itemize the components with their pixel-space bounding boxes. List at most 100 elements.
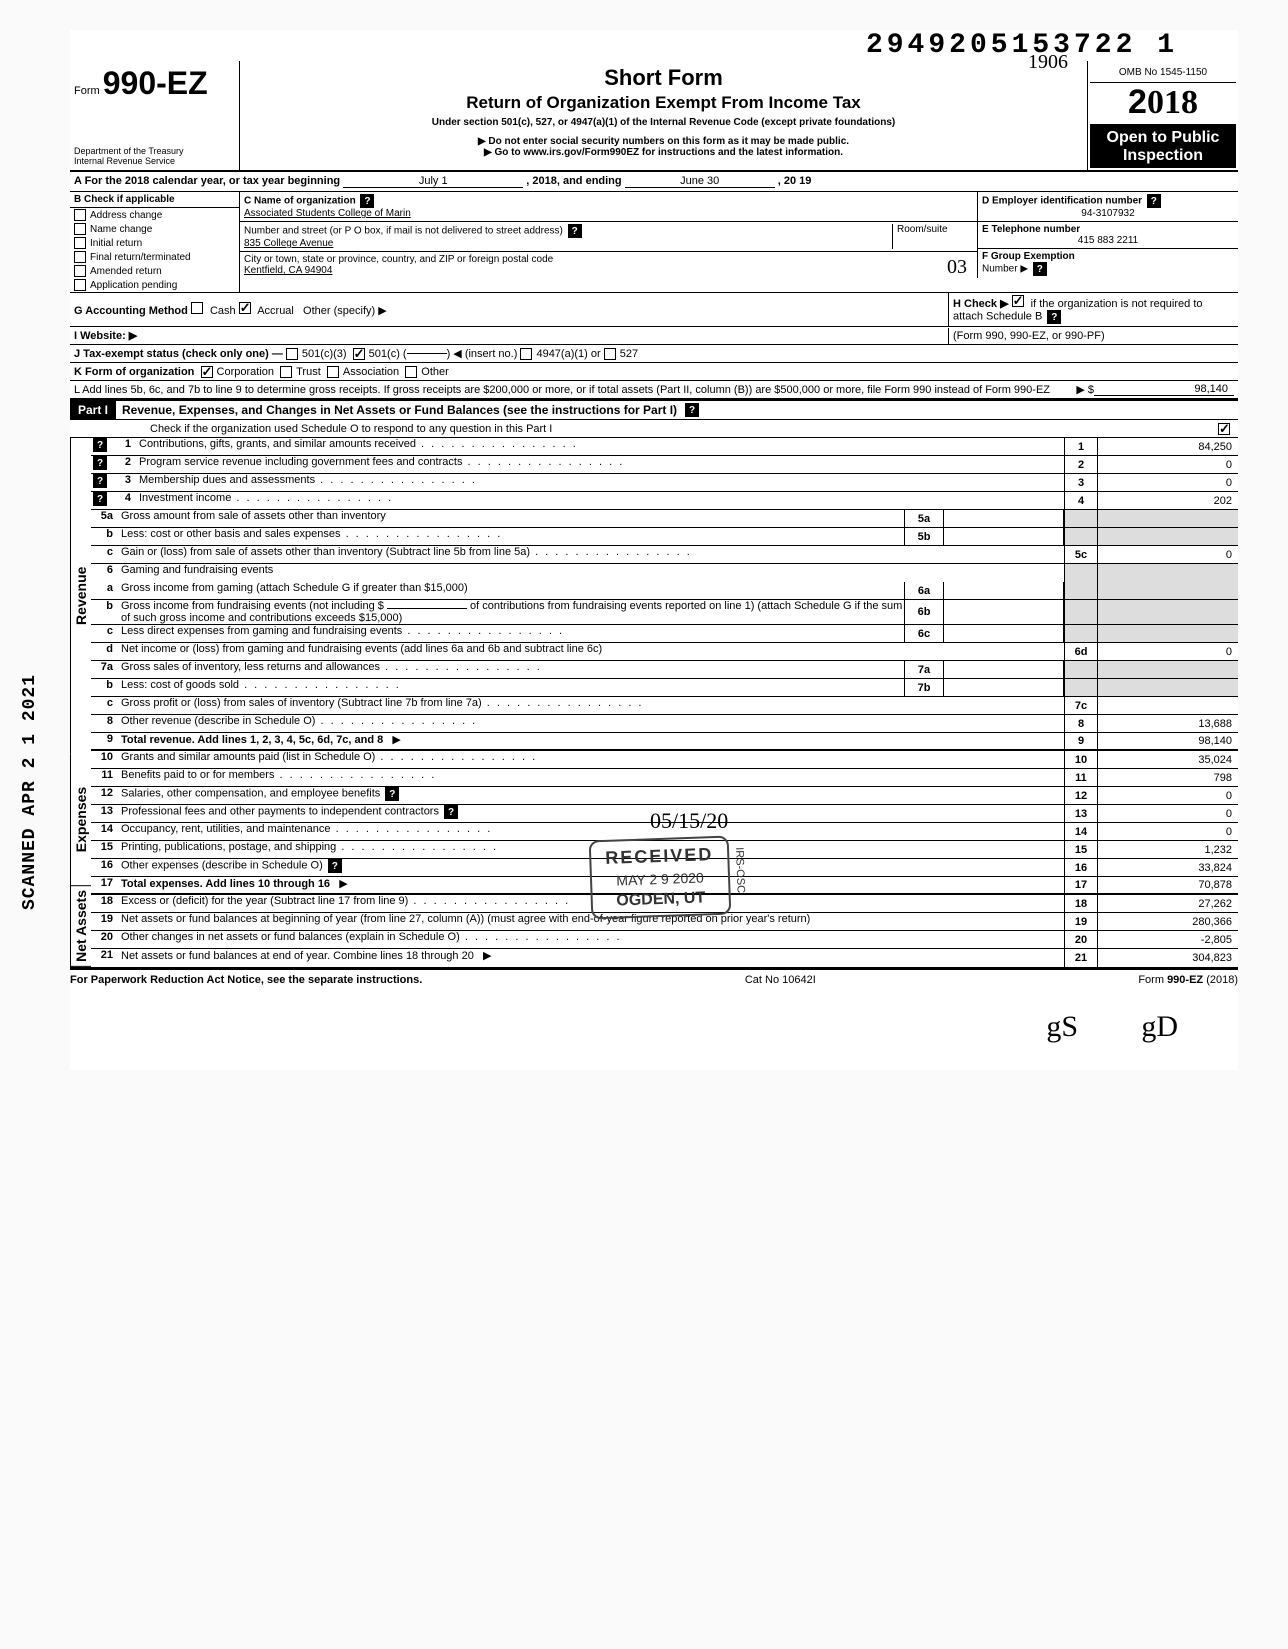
help-icon[interactable]: ?: [93, 438, 107, 452]
ln15v: 1,232: [1098, 841, 1238, 858]
h-text3: (Form 990, 990-EZ, or 990-PF): [948, 328, 1238, 344]
ln6: Gaming and fundraising events: [119, 564, 1064, 582]
chk-4947[interactable]: [520, 348, 532, 360]
scanned-stamp: SCANNED APR 2 1 2021: [20, 674, 40, 910]
ein: 94-3107932: [982, 208, 1234, 219]
ln7a: Gross sales of inventory, less returns a…: [119, 661, 904, 678]
help-icon[interactable]: ?: [385, 787, 399, 801]
ln9: Total revenue. Add lines 1, 2, 3, 4, 5c,…: [121, 734, 383, 746]
lineA-begin: July 1: [343, 175, 523, 188]
form-number: Form 990-EZ: [74, 65, 235, 102]
part1-label: Part I: [70, 401, 116, 419]
chk-assoc[interactable]: [327, 366, 339, 378]
g-label: G Accounting Method: [74, 305, 188, 317]
ln14v: 0: [1098, 823, 1238, 840]
tax-year: 20201818: [1090, 83, 1236, 125]
ln21v: 304,823: [1098, 949, 1238, 967]
city-label: City or town, state or province, country…: [244, 254, 553, 265]
chk-pending[interactable]: [74, 279, 86, 291]
chk-accrual[interactable]: [239, 302, 251, 314]
ln21-wrap: Net assets or fund balances at end of ye…: [119, 949, 1064, 967]
addr-label: Number and street (or P O box, if mail i…: [244, 226, 563, 237]
chk-501c3[interactable]: [286, 348, 298, 360]
form-prefix: Form: [74, 85, 100, 97]
help-icon[interactable]: ?: [1147, 194, 1161, 208]
chk-address[interactable]: [74, 209, 86, 221]
lbl-accrual: Accrual: [257, 305, 294, 317]
chk-501c[interactable]: [353, 348, 365, 360]
chk-amended[interactable]: [74, 265, 86, 277]
ln11v: 798: [1098, 769, 1238, 786]
line-g-h: G Accounting Method Cash Accrual Other (…: [70, 293, 1238, 327]
help-icon[interactable]: ?: [444, 805, 458, 819]
ln12-wrap: Salaries, other compensation, and employ…: [119, 787, 1064, 804]
part1-header: Part I Revenue, Expenses, and Changes in…: [70, 399, 1238, 420]
ln6d: Net income or (loss) from gaming and fun…: [119, 643, 1064, 660]
ln17: Total expenses. Add lines 10 through 16: [121, 878, 330, 890]
ln6a: Gross income from gaming (attach Schedul…: [119, 582, 904, 599]
j-label: J Tax-exempt status (check only one) —: [74, 348, 283, 360]
open2: Inspection: [1092, 147, 1234, 165]
help-icon[interactable]: ?: [360, 194, 374, 208]
section-bcdef: B Check if applicable Address change Nam…: [70, 192, 1238, 293]
org-name: Associated Students College of Marin: [244, 208, 973, 219]
l-value: 98,140: [1094, 383, 1234, 396]
part1-body: RECEIVED MAY 2 9 2020 OGDEN, UT IRS-OSC …: [70, 438, 1238, 969]
ln13v: 0: [1098, 805, 1238, 822]
ln8: Other revenue (describe in Schedule O): [119, 715, 1064, 732]
help-icon[interactable]: ?: [93, 492, 107, 506]
f-label2: Number ▶: [982, 264, 1028, 275]
ln2v: 0: [1098, 456, 1238, 473]
dept1: Department of the Treasury: [74, 146, 235, 156]
lineA-prefix: A For the 2018 calendar year, or tax yea…: [74, 175, 340, 187]
chk-schedO[interactable]: [1218, 423, 1230, 435]
help-icon[interactable]: ?: [1047, 310, 1061, 324]
c-label: C Name of organization: [244, 196, 356, 207]
city: Kentfield, CA 94904: [244, 265, 973, 276]
help-icon[interactable]: ?: [568, 224, 582, 238]
chk-final[interactable]: [74, 251, 86, 263]
part1-check: Check if the organization used Schedule …: [70, 420, 1238, 438]
chk-corp[interactable]: [201, 366, 213, 378]
chk-other-org[interactable]: [405, 366, 417, 378]
chk-h[interactable]: [1012, 295, 1024, 307]
lbl-amended: Amended return: [90, 266, 162, 277]
ln21: Net assets or fund balances at end of ye…: [121, 950, 474, 962]
lineA-mid: , 2018, and ending: [526, 175, 621, 187]
chk-trust[interactable]: [280, 366, 292, 378]
chk-cash[interactable]: [191, 302, 203, 314]
line-a: A For the 2018 calendar year, or tax yea…: [70, 172, 1238, 192]
handwritten-1906: 1906: [1028, 51, 1068, 74]
ln7cv: [1098, 697, 1238, 714]
label-netassets: Net Assets: [70, 886, 91, 967]
lbl-final: Final return/terminated: [90, 252, 191, 263]
received-stamp: RECEIVED MAY 2 9 2020 OGDEN, UT IRS-OSC: [589, 836, 732, 920]
chk-name[interactable]: [74, 223, 86, 235]
lbl-other-org: Other: [421, 366, 449, 378]
ln4v: 202: [1098, 492, 1238, 509]
stamp-received: RECEIVED: [605, 844, 714, 869]
help-icon[interactable]: ?: [685, 403, 699, 417]
chk-initial[interactable]: [74, 237, 86, 249]
part1-check-text: Check if the organization used Schedule …: [150, 423, 552, 435]
help-icon[interactable]: ?: [1033, 262, 1047, 276]
footer-mid: Cat No 10642I: [745, 974, 816, 986]
form-no: 990-EZ: [103, 65, 208, 101]
line-l: L Add lines 5b, 6c, and 7b to line 9 to …: [70, 381, 1238, 399]
note-url: ▶ Go to www.irs.gov/Form990EZ for instru…: [246, 147, 1081, 158]
ln14: Occupancy, rent, utilities, and maintena…: [119, 823, 1064, 840]
lbl-527: 527: [620, 348, 638, 360]
chk-527[interactable]: [604, 348, 616, 360]
help-icon[interactable]: ?: [328, 859, 342, 873]
phone: 415 883 2211: [982, 235, 1234, 246]
ln20v: -2,805: [1098, 931, 1238, 948]
help-icon[interactable]: ?: [93, 474, 107, 488]
ln7c: Gross profit or (loss) from sales of inv…: [119, 697, 1064, 714]
ln19: Net assets or fund balances at beginning…: [119, 913, 1064, 930]
lbl-assoc: Association: [343, 366, 399, 378]
help-icon[interactable]: ?: [93, 456, 107, 470]
ln5a: Gross amount from sale of assets other t…: [119, 510, 904, 527]
lbl-501c: 501(c) (: [369, 348, 407, 360]
title-short-form: Short Form: [246, 65, 1081, 91]
ln5b: Less: cost or other basis and sales expe…: [119, 528, 904, 545]
